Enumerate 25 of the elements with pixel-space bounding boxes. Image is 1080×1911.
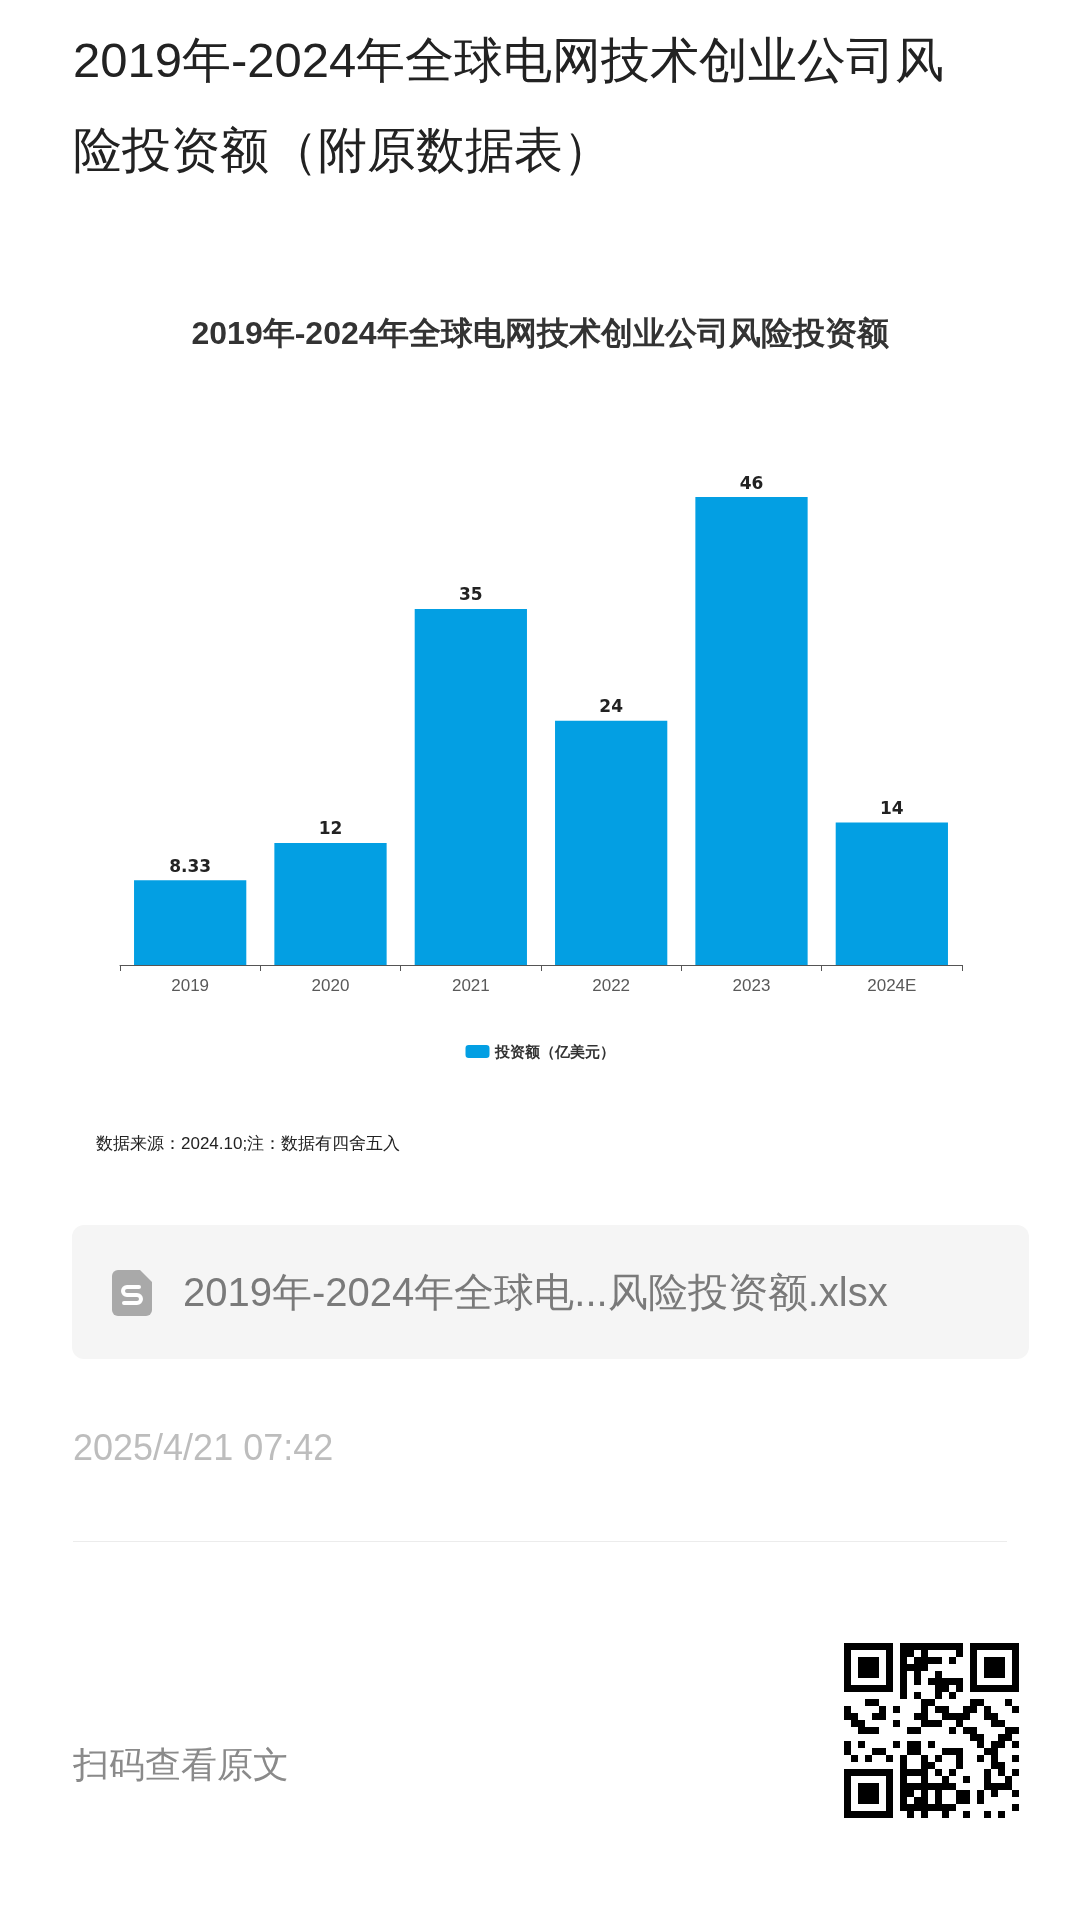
text: 2025/4/21 07:42 [73,1426,334,1470]
text: 扫码查看原文 [73,1743,289,1787]
data-label: 8.33 [169,855,212,876]
data-label: 14 [880,798,904,819]
bar [134,880,247,965]
x-tick-label: 2022 [592,976,631,995]
x-tick-label: 2019 [171,976,210,995]
text: 2019年-2024年全球电...风险投资额.xlsx [183,1269,888,1316]
chart-subtitle: 2019年-2024年全球电网技术创业公司风险投资额 [191,315,889,351]
x-tick-label: 2024E [867,976,917,995]
bar [555,720,668,965]
data-label: 35 [459,584,483,605]
bar [274,842,387,965]
data-label: 24 [599,696,624,717]
bar [835,822,948,965]
data-label: 46 [739,472,764,493]
source-note: 数据来源：2024.10;注：数据有四舍五入 [96,1133,401,1155]
x-tick-label: 2021 [451,976,490,995]
x-tick-label: 2023 [732,976,771,995]
data-label: 12 [318,818,343,839]
legend-label: 投资额（亿美元） [493,1043,615,1060]
bar [414,608,527,965]
chart-title: 2019年-2024年全球电网技术创业公司风险投资额（附原数据表） [73,32,946,179]
bar [695,497,808,965]
x-tick-label: 2020 [311,976,350,995]
